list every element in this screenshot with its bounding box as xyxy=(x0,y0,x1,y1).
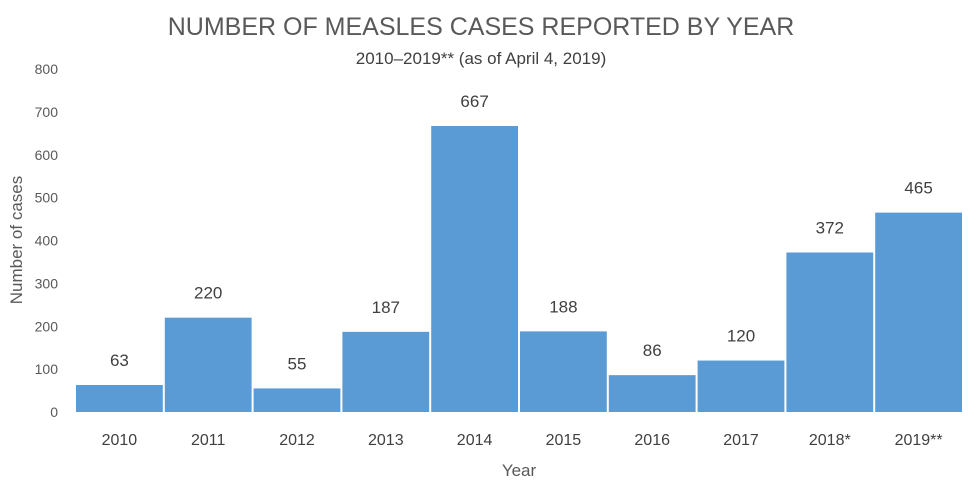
data-labels: 63 220 55 187 667 188 86 120 372 465 xyxy=(110,92,933,373)
bar-2014 xyxy=(431,126,518,413)
data-label: 372 xyxy=(816,219,844,238)
bar-2019** xyxy=(875,212,962,412)
y-tick-label: 800 xyxy=(35,61,59,77)
bar-2011 xyxy=(164,317,252,412)
y-tick-label: 300 xyxy=(35,275,59,291)
data-label: 220 xyxy=(194,284,222,303)
data-label: 55 xyxy=(288,354,307,373)
data-label: 188 xyxy=(549,297,577,316)
x-tick-label: 2012 xyxy=(279,432,315,449)
x-tick-label: 2014 xyxy=(457,432,493,449)
y-tick-label: 100 xyxy=(35,361,59,377)
chart-title: NUMBER OF MEASLES CASES REPORTED BY YEAR xyxy=(168,13,795,41)
bar-2017 xyxy=(697,360,785,412)
y-tick-label: 500 xyxy=(35,190,59,206)
x-tick-label: 2016 xyxy=(634,432,670,449)
y-tick-label: 0 xyxy=(50,404,58,420)
y-tick-label: 200 xyxy=(35,318,59,334)
chart-subtitle: 2010–2019** (as of April 4, 2019) xyxy=(356,49,606,68)
x-axis-label: Year xyxy=(502,461,537,480)
x-axis-ticks: 2010 2011 2012 2013 2014 2015 2016 2017 2018* 201… xyxy=(102,432,943,449)
data-label: 187 xyxy=(372,298,400,317)
bar-2015 xyxy=(520,331,607,412)
x-tick-label: 2010 xyxy=(102,432,138,449)
y-tick-label: 700 xyxy=(35,104,59,120)
x-tick-label: 2015 xyxy=(546,432,582,449)
y-axis-label: Number of cases xyxy=(7,176,26,305)
x-tick-label: 2017 xyxy=(723,432,759,449)
x-tick-label: 2011 xyxy=(191,432,226,449)
x-tick-label: 2018* xyxy=(809,432,851,449)
data-label: 63 xyxy=(110,351,129,370)
bars xyxy=(76,126,962,413)
y-tick-label: 600 xyxy=(35,147,59,163)
bar-2016 xyxy=(608,375,696,412)
x-tick-label: 2019** xyxy=(895,432,943,449)
y-tick-label: 400 xyxy=(35,233,59,249)
bar-2013 xyxy=(342,331,430,412)
bar-2012 xyxy=(253,388,341,412)
data-label: 465 xyxy=(904,179,932,198)
y-axis-ticks: 0 100 200 300 400 500 600 700 800 xyxy=(35,61,59,420)
bar-2010 xyxy=(76,384,163,412)
x-tick-label: 2013 xyxy=(368,432,404,449)
data-label: 86 xyxy=(643,341,662,360)
data-label: 667 xyxy=(460,92,488,111)
data-label: 120 xyxy=(727,327,755,346)
bar-2018* xyxy=(786,252,874,412)
